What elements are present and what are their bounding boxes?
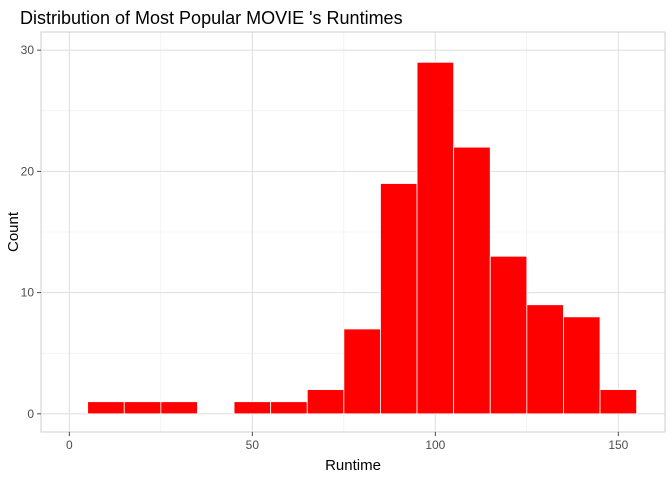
- y-tick-label: 20: [21, 164, 35, 178]
- y-tick-label: 30: [21, 43, 35, 57]
- histogram-bar: [453, 146, 491, 415]
- panel-border: [40, 31, 666, 433]
- histogram-bar: [599, 389, 638, 415]
- x-tick-label: 50: [246, 438, 260, 452]
- histogram-bar: [526, 304, 564, 415]
- histogram-bar: [343, 328, 381, 415]
- x-tick-label: 0: [66, 438, 73, 452]
- y-axis-label: Count: [5, 211, 22, 252]
- histogram-bar: [306, 389, 345, 415]
- y-tick-label: 10: [21, 286, 35, 300]
- histogram-bar: [563, 316, 601, 415]
- histogram-bar: [380, 183, 418, 415]
- axis-ticks: 0 50 100 150 0 10 20 30: [21, 43, 629, 452]
- histogram-bar: [270, 401, 308, 415]
- histogram-bar: [233, 401, 272, 415]
- y-tick-label: 0: [27, 407, 34, 421]
- x-tick-label: 100: [425, 438, 445, 452]
- chart-title: Distribution of Most Popular MOVIE 's Ru…: [20, 8, 403, 28]
- x-axis-label: Runtime: [325, 457, 381, 474]
- histogram-bar: [160, 401, 198, 415]
- histogram-bar: [489, 255, 528, 415]
- x-tick-label: 150: [608, 438, 628, 452]
- histogram-bar: [123, 401, 162, 415]
- bars: [87, 61, 638, 415]
- histogram-bar: [87, 401, 125, 415]
- histogram-bar: [416, 61, 455, 415]
